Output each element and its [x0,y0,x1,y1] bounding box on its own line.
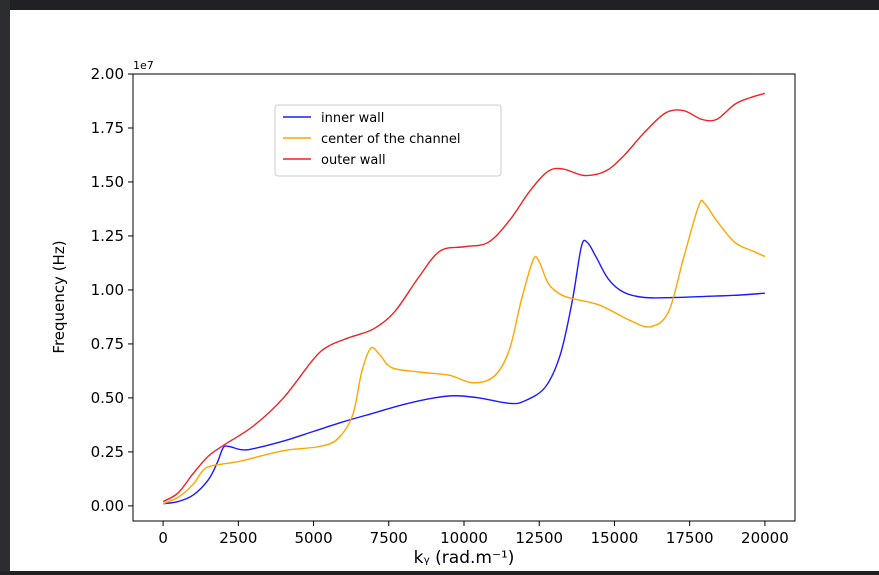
line-chart: 0 2500 5000 7500 10000 12500 15000 17500 20000 0… [50,59,796,568]
y-axis-ticks: 0.00 0.25 0.50 0.75 1.00 1.25 1.50 1.75 2.00 [91,65,133,515]
y-tick-label: 0.25 [91,443,124,461]
y-offset-label: 1e7 [133,59,154,72]
x-tick-label: 0 [158,529,168,547]
x-tick-label: 10000 [440,529,488,547]
x-axis-ticks: 0 2500 5000 7500 10000 12500 15000 17500 20000 [158,521,789,547]
legend-label-inner-wall: inner wall [321,111,384,126]
legend-label-outer-wall: outer wall [321,153,386,168]
legend-box [274,104,502,177]
x-axis-label: kᵧ (rad.m⁻¹) [414,548,515,568]
x-tick-label: 2500 [219,529,257,547]
x-tick-label: 5000 [294,529,332,547]
series-line-center-of-the-channel [162,199,766,505]
y-tick-label: 0.00 [91,497,124,515]
legend: inner wall center of the channel outer wal… [274,104,502,177]
y-tick-label: 1.00 [91,281,124,299]
x-tick-label: 20000 [741,529,789,547]
y-tick-label: 1.75 [91,119,124,137]
y-tick-label: 0.75 [91,335,124,353]
figure-canvas: 0 2500 5000 7500 10000 12500 15000 17500 20000 0… [10,10,879,571]
x-tick-label: 17500 [666,529,714,547]
series-line-outer-wall [162,92,766,503]
series-line-inner-wall [162,239,765,505]
x-tick-label: 12500 [515,529,563,547]
series-lines [162,92,766,505]
y-tick-label: 1.50 [91,173,124,191]
y-tick-label: 1.25 [91,227,124,245]
y-tick-label: 2.00 [91,65,124,83]
left-edge-strip [0,0,10,571]
y-tick-label: 0.50 [91,389,124,407]
y-axis-label: Frequency (Hz) [50,240,68,353]
x-tick-label: 15000 [591,529,639,547]
x-tick-label: 7500 [370,529,408,547]
legend-label-center-of-the-channel: center of the channel [321,132,461,147]
